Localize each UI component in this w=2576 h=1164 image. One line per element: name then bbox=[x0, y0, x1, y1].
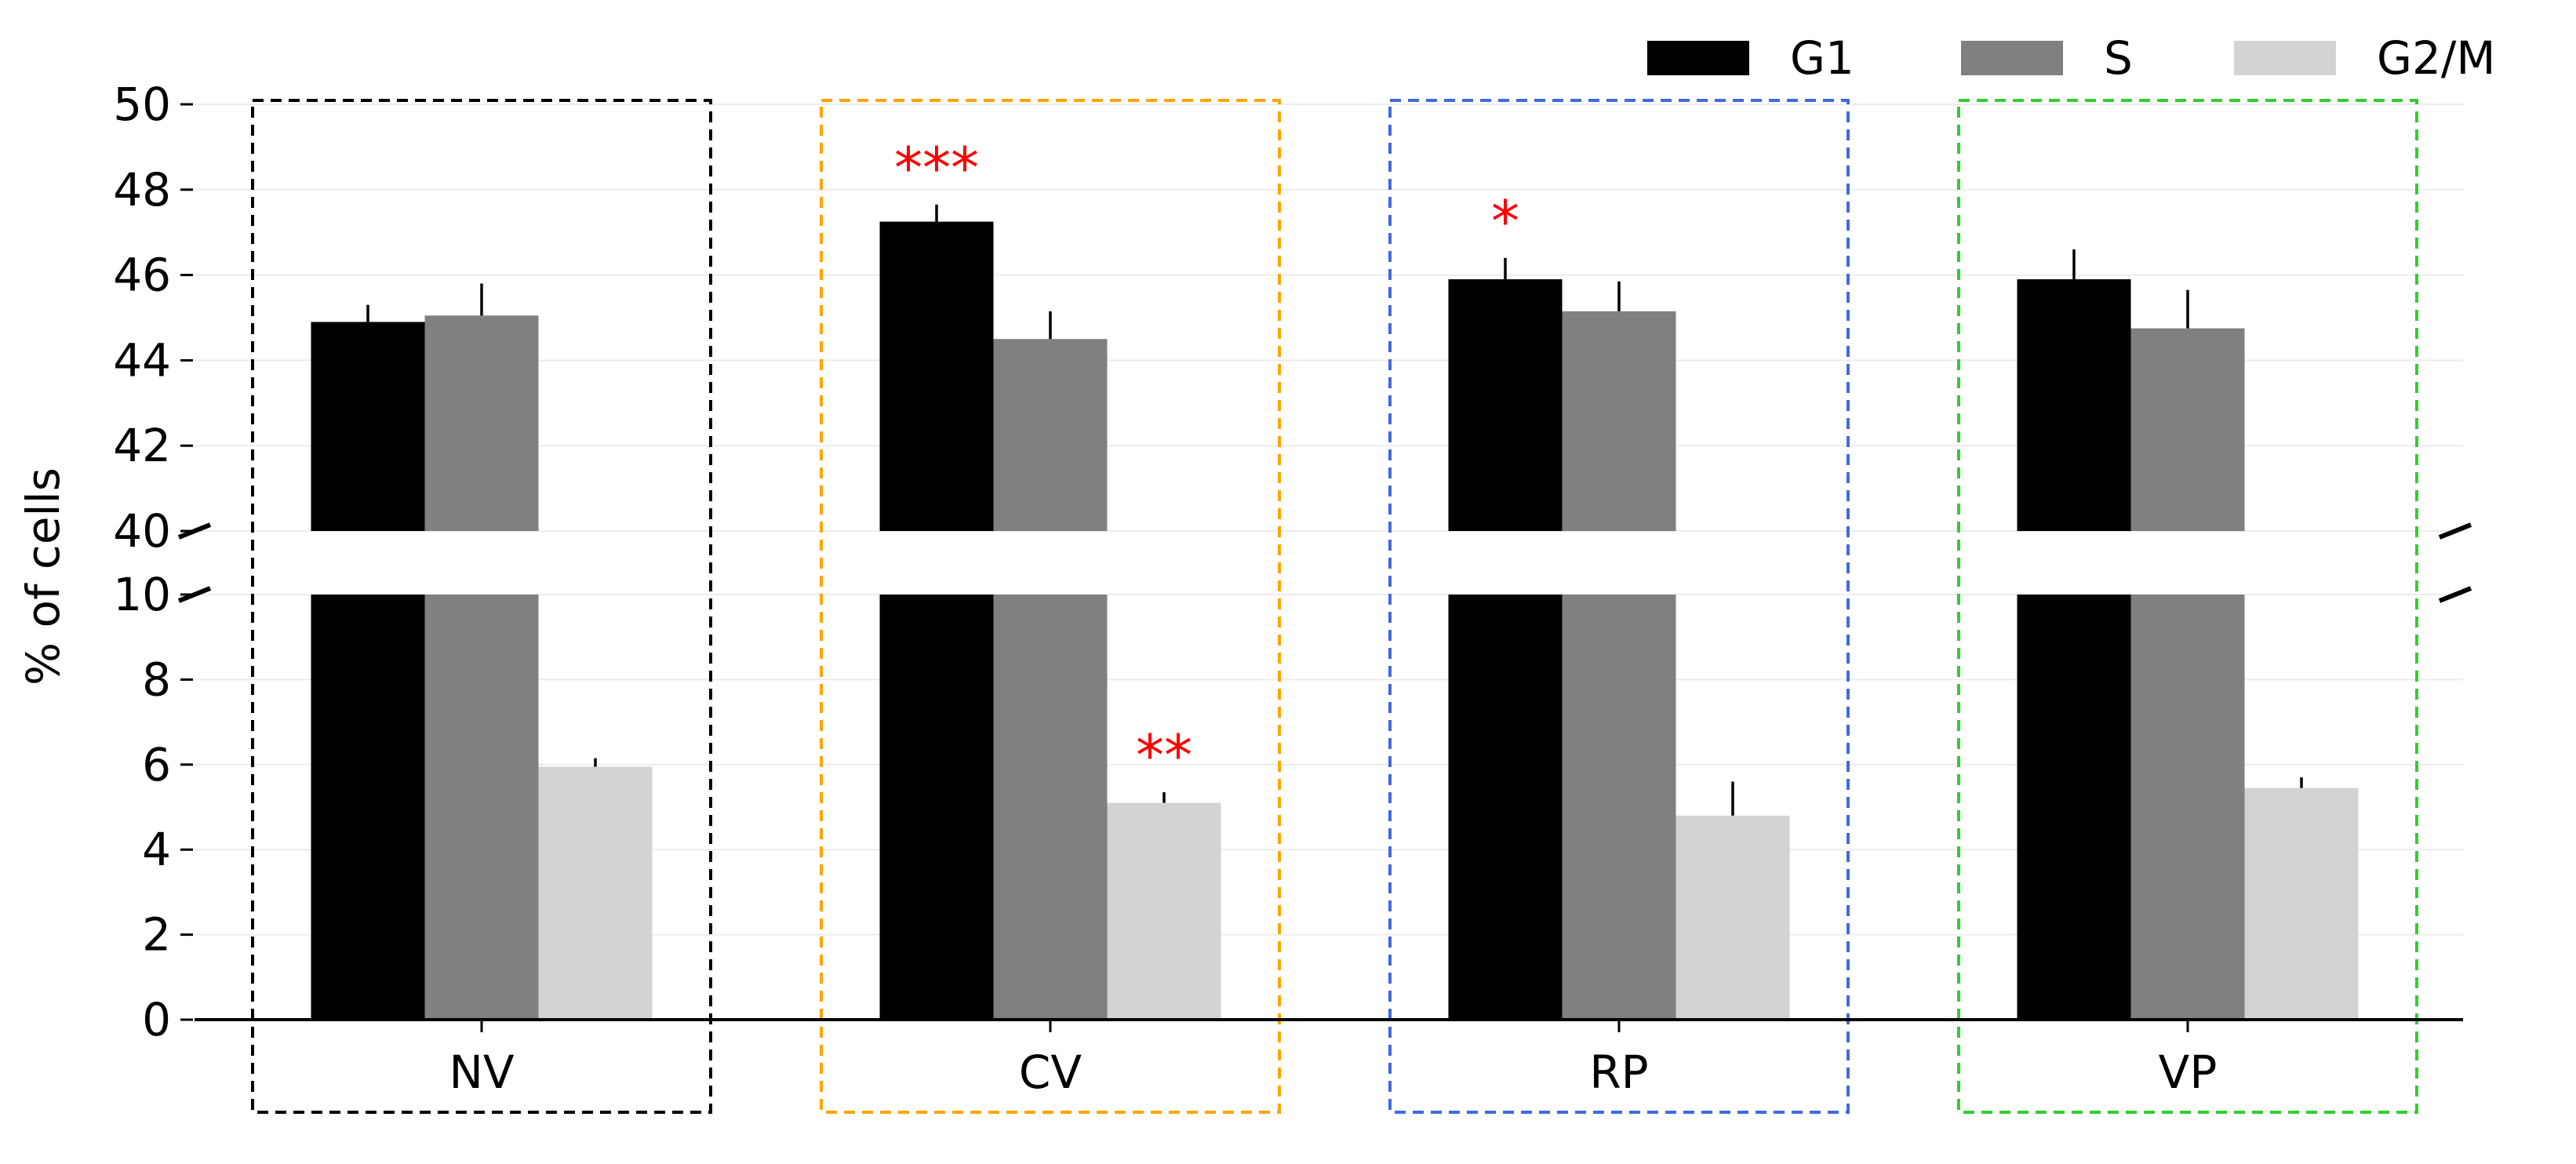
y-tick-label-lower-6: 6 bbox=[142, 738, 171, 791]
significance-marker-cv-g2-m: ** bbox=[1136, 722, 1192, 788]
legend-label-s: S bbox=[2104, 31, 2133, 85]
bar-vp-s-upper bbox=[2130, 328, 2245, 531]
legend: G1 S G2/M bbox=[1647, 31, 2495, 85]
y-axis-label: % of cells bbox=[16, 467, 70, 686]
bars bbox=[311, 204, 2359, 1020]
bar-cv-s-upper bbox=[993, 339, 1108, 531]
bar-rp-s-upper bbox=[1562, 311, 1676, 531]
y-tick-label-lower-8: 8 bbox=[142, 653, 171, 706]
legend-swatch-g2-m bbox=[2234, 41, 2336, 75]
group-boxes bbox=[251, 99, 2418, 1114]
bar-nv-g1-upper bbox=[311, 322, 425, 531]
y-tick-label-upper-46: 46 bbox=[113, 249, 171, 302]
legend-label-g1: G1 bbox=[1790, 31, 1854, 85]
group-box-rp bbox=[1388, 99, 1850, 1114]
y-tick-label-lower-2: 2 bbox=[142, 908, 171, 962]
bar-rp-g1-lower bbox=[1448, 595, 1563, 1020]
y-tick-label-upper-50: 50 bbox=[113, 78, 171, 131]
group-box-vp bbox=[1957, 99, 2418, 1114]
bar-rp-s-lower bbox=[1562, 595, 1676, 1020]
group-box-cv bbox=[820, 99, 1281, 1114]
bar-cv-g2-m bbox=[1107, 802, 1221, 1020]
y-tick-label-lower-10: 10 bbox=[113, 568, 171, 621]
x-tick-label-cv: CV bbox=[1019, 1046, 1082, 1099]
y-tick-label-lower-4: 4 bbox=[142, 823, 171, 876]
bar-nv-g2-m bbox=[538, 766, 653, 1020]
significance-marker-rp-g1: * bbox=[1491, 188, 1519, 254]
bar-vp-s-lower bbox=[2130, 595, 2245, 1020]
axis-break-mark-1 bbox=[177, 522, 212, 540]
bar-vp-g1-lower bbox=[2017, 595, 2131, 1020]
y-tick-label-upper-48: 48 bbox=[113, 163, 171, 216]
y-tick-label-lower-0: 0 bbox=[142, 993, 171, 1046]
y-tick-label-upper-40: 40 bbox=[113, 504, 171, 558]
axis-break-mark-2 bbox=[177, 586, 212, 603]
y-tick-label-upper-42: 42 bbox=[113, 419, 171, 472]
bar-cv-g1-lower bbox=[879, 595, 994, 1020]
y-tick-label-upper-44: 44 bbox=[113, 333, 171, 387]
bar-nv-s-upper bbox=[424, 315, 539, 531]
bar-nv-g1-lower bbox=[311, 595, 425, 1020]
bar-rp-g1-upper bbox=[1448, 279, 1563, 531]
bar-nv-s-lower bbox=[424, 595, 539, 1020]
significance-marker-cv-g1: *** bbox=[894, 135, 979, 201]
group-box-nv bbox=[251, 99, 712, 1114]
legend-swatch-s bbox=[1961, 41, 2063, 75]
significance-annotations: ****** bbox=[894, 135, 1519, 788]
x-tick-label-rp: RP bbox=[1589, 1046, 1648, 1099]
bar-vp-g1-upper bbox=[2017, 279, 2131, 531]
x-tick-label-vp: VP bbox=[2159, 1046, 2218, 1099]
axis-break-mark-3 bbox=[2438, 522, 2472, 540]
legend-swatch-g1 bbox=[1647, 41, 1749, 75]
axis-break-mark-4 bbox=[2438, 586, 2472, 603]
x-tick-label-nv: NV bbox=[449, 1046, 514, 1099]
bar-cv-s-lower bbox=[993, 595, 1108, 1020]
bar-rp-g2-m bbox=[1675, 815, 1790, 1020]
bar-cv-g1-upper bbox=[879, 221, 994, 531]
legend-label-g2-m: G2/M bbox=[2377, 31, 2495, 85]
bar-vp-g2-m bbox=[2244, 788, 2359, 1020]
